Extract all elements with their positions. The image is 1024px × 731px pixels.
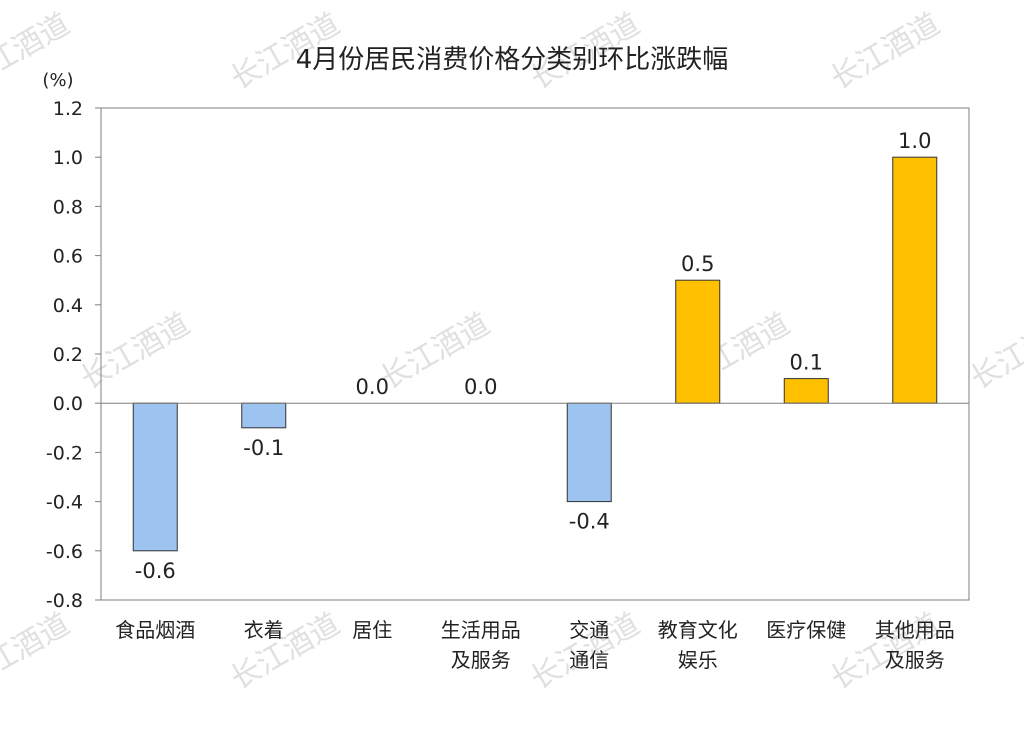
x-tick-label: 其他用品 <box>875 618 955 642</box>
bar <box>675 279 721 404</box>
x-tick-label: 生活用品 <box>441 618 521 642</box>
x-tick-label: 娱乐 <box>678 648 718 672</box>
data-label: -0.4 <box>569 510 610 534</box>
x-tick-label: 衣着 <box>244 618 284 642</box>
y-tick-label: 0.2 <box>53 344 83 366</box>
y-tick-label: -0.8 <box>46 590 83 612</box>
watermark-text: 长江酒道 <box>75 307 196 397</box>
bar <box>783 378 829 404</box>
x-tick-label: 通信 <box>569 648 609 672</box>
x-tick-label: 交通 <box>569 618 609 642</box>
bar <box>241 402 287 429</box>
y-tick-label: -0.4 <box>46 492 83 514</box>
bar <box>566 402 612 503</box>
watermark-text: 长江酒道 <box>965 307 1024 397</box>
bar <box>132 402 178 552</box>
watermark-text: 长江酒道 <box>225 607 346 697</box>
x-tick-label: 教育文化 <box>658 618 738 642</box>
x-tick-label: 及服务 <box>451 648 511 672</box>
y-tick-label: -0.6 <box>46 541 83 563</box>
data-label: 0.1 <box>790 351 823 375</box>
data-label: 0.0 <box>356 375 389 399</box>
x-tick-label: 食品烟酒 <box>115 618 195 642</box>
plot-area <box>100 107 970 601</box>
data-labels: -0.6 -0.1 0.0 0.0 -0.4 0.5 0.1 1.0 <box>135 129 932 583</box>
data-label: -0.1 <box>243 436 284 460</box>
y-tick-label: 0.8 <box>53 196 83 218</box>
chart-title: 4月份居民消费价格分类别环比涨跌幅 <box>296 45 729 75</box>
y-tick-label: 1.0 <box>53 147 83 169</box>
x-tick-label: 居住 <box>352 618 392 642</box>
y-axis-ticks: 1.2 1.0 0.8 0.6 0.4 0.2 0.0 -0.2 -0.4 -0.6 -0.8 <box>46 98 101 612</box>
y-tick-label: 0.6 <box>53 246 83 268</box>
data-label: 0.0 <box>464 375 497 399</box>
y-tick-label: 0.4 <box>53 295 83 317</box>
watermark-text: 长江酒道 <box>825 7 946 97</box>
y-tick-label: -0.2 <box>46 442 83 464</box>
data-label: 0.5 <box>681 252 714 276</box>
data-label: -0.6 <box>135 559 176 583</box>
bars <box>132 156 938 552</box>
bar <box>892 156 938 404</box>
data-label: 1.0 <box>898 129 931 153</box>
watermark-text: 长江酒道 <box>0 607 76 697</box>
y-tick-label: 1.2 <box>53 98 83 120</box>
y-tick-label: 0.0 <box>53 393 83 415</box>
x-tick-label: 医疗保健 <box>766 618 846 642</box>
x-tick-label: 及服务 <box>885 648 945 672</box>
y-axis-unit: (%) <box>42 70 73 91</box>
